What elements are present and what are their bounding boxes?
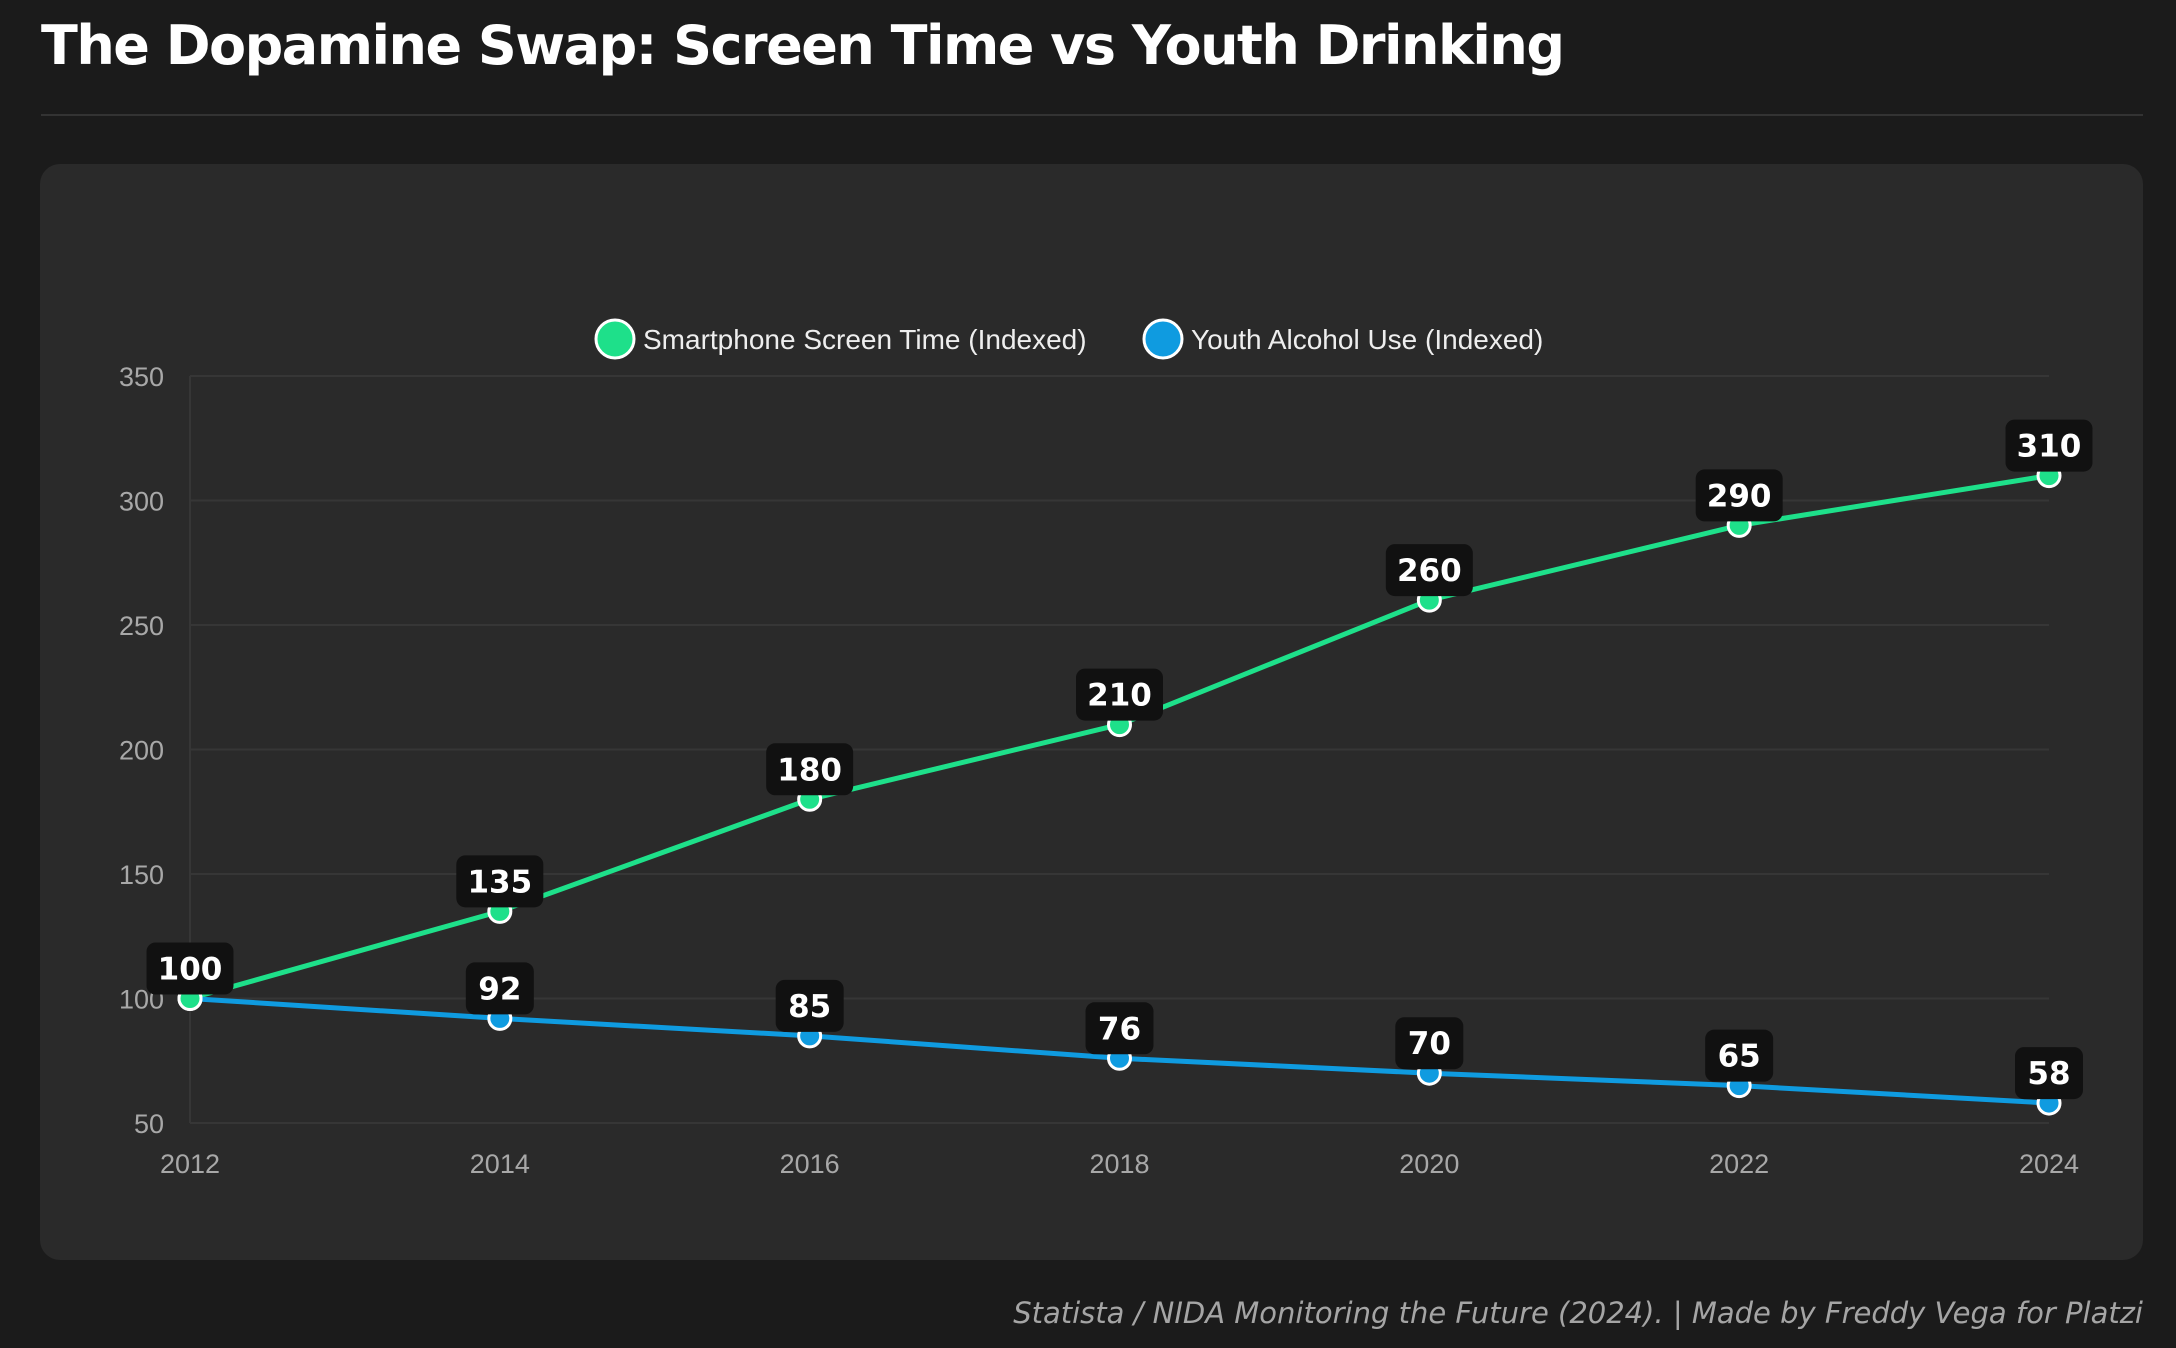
data-label: 290 bbox=[1707, 478, 1772, 514]
y-tick-label: 350 bbox=[119, 362, 164, 392]
x-tick-label: 2024 bbox=[2019, 1149, 2079, 1179]
data-label: 70 bbox=[1408, 1026, 1451, 1062]
data-label: 65 bbox=[1718, 1039, 1761, 1075]
data-label: 310 bbox=[2017, 429, 2082, 465]
data-label-background bbox=[1705, 1029, 1774, 1082]
data-label: 260 bbox=[1397, 553, 1462, 589]
data-label-background bbox=[146, 942, 234, 995]
y-tick-label: 50 bbox=[134, 1109, 164, 1139]
y-tick-label: 150 bbox=[119, 860, 164, 890]
x-tick-label: 2012 bbox=[160, 1149, 220, 1179]
data-label-background bbox=[1695, 469, 1783, 522]
y-tick-label: 300 bbox=[119, 487, 164, 517]
data-label: 100 bbox=[158, 952, 223, 988]
data-label-background bbox=[2005, 419, 2093, 472]
data-label: 92 bbox=[478, 971, 521, 1007]
data-label: 135 bbox=[467, 864, 532, 900]
x-tick-label: 2022 bbox=[1709, 1149, 1769, 1179]
legend-marker-icon bbox=[594, 318, 636, 360]
data-label: 210 bbox=[1087, 678, 1152, 714]
data-label-background bbox=[1085, 1002, 1154, 1055]
page-title: The Dopamine Swap: Screen Time vs Youth … bbox=[41, 14, 1565, 77]
data-label: 85 bbox=[788, 989, 831, 1025]
x-tick-label: 2016 bbox=[780, 1149, 840, 1179]
x-tick-label: 2018 bbox=[1089, 1149, 1149, 1179]
legend-marker-icon bbox=[1142, 318, 1184, 360]
data-label-background bbox=[775, 979, 844, 1032]
data-label-background bbox=[456, 855, 544, 908]
y-tick-label: 200 bbox=[119, 736, 164, 766]
data-label-background bbox=[766, 743, 854, 796]
legend-label: Youth Alcohol Use (Indexed) bbox=[1191, 324, 1543, 355]
title-divider bbox=[41, 114, 2143, 116]
y-tick-label: 250 bbox=[119, 611, 164, 641]
data-label: 58 bbox=[2027, 1056, 2070, 1092]
data-label-background bbox=[1076, 668, 1163, 721]
data-label-background bbox=[1395, 1017, 1464, 1070]
data-label-background bbox=[2015, 1047, 2083, 1100]
data-label: 180 bbox=[777, 752, 842, 788]
source-footer: Statista / NIDA Monitoring the Future (2… bbox=[1013, 1296, 2143, 1330]
x-tick-label: 2014 bbox=[470, 1149, 530, 1179]
data-label-background bbox=[465, 962, 534, 1015]
data-label-background bbox=[1385, 544, 1473, 597]
data-label: 76 bbox=[1098, 1011, 1141, 1047]
legend-label: Smartphone Screen Time (Indexed) bbox=[643, 324, 1087, 355]
x-tick-label: 2020 bbox=[1399, 1149, 1459, 1179]
